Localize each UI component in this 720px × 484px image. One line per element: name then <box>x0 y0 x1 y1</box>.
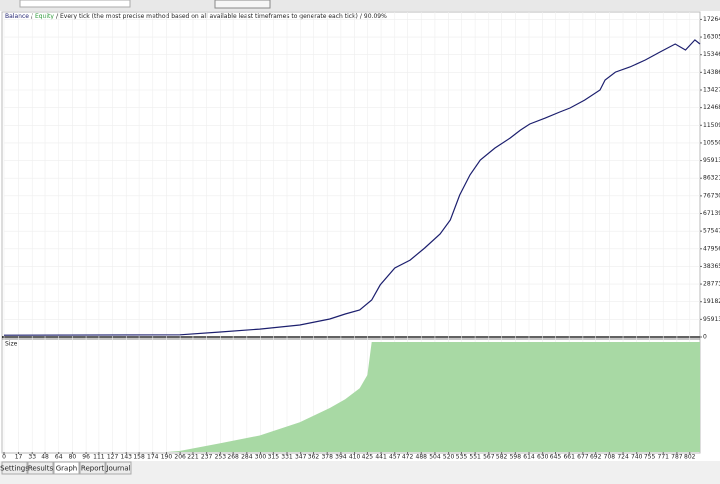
x-tick-label: 158 <box>133 454 145 461</box>
x-tick-label: 190 <box>161 454 173 461</box>
x-tick-label: 64 <box>55 454 63 461</box>
balance-line <box>3 39 701 336</box>
x-tick-label: 598 <box>510 454 522 461</box>
x-tick-label: 504 <box>429 454 441 461</box>
x-tick-label: 614 <box>523 454 535 461</box>
x-tick-label: 441 <box>375 454 387 461</box>
y-tick-label: 287739 <box>703 281 720 288</box>
tab[interactable] <box>1 461 28 475</box>
legend-entry: Balance <box>5 13 29 20</box>
x-tick-label: 143 <box>121 454 133 461</box>
x-tick-label: 331 <box>281 454 293 461</box>
plot-frame <box>1 11 701 454</box>
x-tick-label: 802 <box>684 454 696 461</box>
x-tick-label: 347 <box>295 454 307 461</box>
x-tick-label: 284 <box>241 454 253 461</box>
x-tick-label: 677 <box>577 454 589 461</box>
y-tick-label: 1342782 <box>703 86 720 93</box>
x-tick-label: 362 <box>308 454 320 461</box>
y-tick-label: 575478 <box>703 228 720 235</box>
x-tick-label: 488 <box>416 454 428 461</box>
toolbar-field[interactable] <box>19 0 131 8</box>
legend: Balance/Equity/Every tick (the most prec… <box>5 13 387 20</box>
y-tick-label: 767304 <box>703 192 720 199</box>
y-tick-label: 191826 <box>703 298 720 305</box>
x-tick-label: 378 <box>321 454 333 461</box>
x-tick-label: 582 <box>496 454 508 461</box>
x-tick-label: 551 <box>469 454 481 461</box>
x-tick-label: 425 <box>362 454 374 461</box>
y-tick-label: 863217 <box>703 175 720 182</box>
tab-label[interactable]: Journal <box>105 465 130 473</box>
tab-label[interactable]: Settings <box>0 465 29 473</box>
x-tick-label: 206 <box>174 454 186 461</box>
tab-label[interactable]: Report <box>81 465 104 473</box>
x-tick-label: 645 <box>550 454 562 461</box>
x-tick-label: 48 <box>41 454 49 461</box>
y-tick-label: 1534608 <box>703 51 720 58</box>
x-tick-label: 394 <box>335 454 347 461</box>
x-tick-label: 315 <box>268 454 280 461</box>
test-model: Every tick (the most precise method base… <box>60 13 358 20</box>
x-tick-label: 520 <box>443 454 455 461</box>
y-tick-label: 1246869 <box>703 104 720 111</box>
x-tick-label: 127 <box>107 454 119 461</box>
y-tick-label: 1055043 <box>703 139 720 146</box>
x-tick-label: 472 <box>402 454 414 461</box>
size-label: Size <box>5 341 18 348</box>
tab[interactable] <box>27 461 54 475</box>
toolbar-button[interactable] <box>214 0 271 9</box>
x-tick-label: 174 <box>147 454 159 461</box>
y-tick-label: 0 <box>703 334 707 341</box>
x-tick-label: 33 <box>28 454 36 461</box>
x-tick-label: 237 <box>201 454 213 461</box>
tab-label[interactable]: Graph <box>56 465 77 473</box>
tab-label[interactable]: Results <box>28 465 54 473</box>
x-tick-label: 17 <box>15 454 23 461</box>
y-tick-label: 1150956 <box>703 122 720 129</box>
x-tick-label: 253 <box>215 454 227 461</box>
x-tick-label: 630 <box>537 454 549 461</box>
x-tick-label: 567 <box>483 454 495 461</box>
x-tick-label: 771 <box>658 454 670 461</box>
x-tick-label: 80 <box>69 454 77 461</box>
x-tick-label: 692 <box>590 454 602 461</box>
y-tick-label: 479565 <box>703 245 720 252</box>
x-tick-label: 96 <box>82 454 90 461</box>
y-tick-label: 959130 <box>703 157 720 164</box>
tab[interactable] <box>53 461 80 475</box>
legend-separator: / <box>360 13 363 20</box>
y-tick-label: 95913 <box>703 316 720 323</box>
y-tick-label: 1630521 <box>703 34 720 41</box>
x-tick-label: 300 <box>255 454 267 461</box>
toolbar <box>0 0 720 11</box>
legend-separator: / <box>56 13 59 20</box>
tab[interactable] <box>105 461 132 475</box>
y-tick-label: 1438695 <box>703 69 720 76</box>
size-area <box>4 342 700 452</box>
x-tick-label: 755 <box>644 454 656 461</box>
y-tick-label: 1726434 <box>703 16 720 23</box>
legend-entry: Equity <box>35 13 54 20</box>
x-tick-label: 535 <box>456 454 468 461</box>
x-tick-label: 740 <box>631 454 643 461</box>
y-tick-label: 671391 <box>703 210 720 217</box>
x-tick-label: 410 <box>349 454 361 461</box>
x-tick-label: 661 <box>563 454 575 461</box>
x-tick-label: 0 <box>2 454 6 461</box>
x-tick-label: 787 <box>671 454 683 461</box>
x-tick-label: 268 <box>227 454 239 461</box>
x-tick-label: 708 <box>604 454 616 461</box>
modelling-quality: 90.09% <box>364 13 387 20</box>
x-tick-label: 724 <box>617 454 629 461</box>
x-tick-label: 111 <box>93 454 105 461</box>
x-tick-label: 457 <box>389 454 401 461</box>
x-tick-label: 221 <box>187 454 199 461</box>
tab[interactable] <box>79 461 106 475</box>
y-tick-label: 383652 <box>703 263 720 270</box>
